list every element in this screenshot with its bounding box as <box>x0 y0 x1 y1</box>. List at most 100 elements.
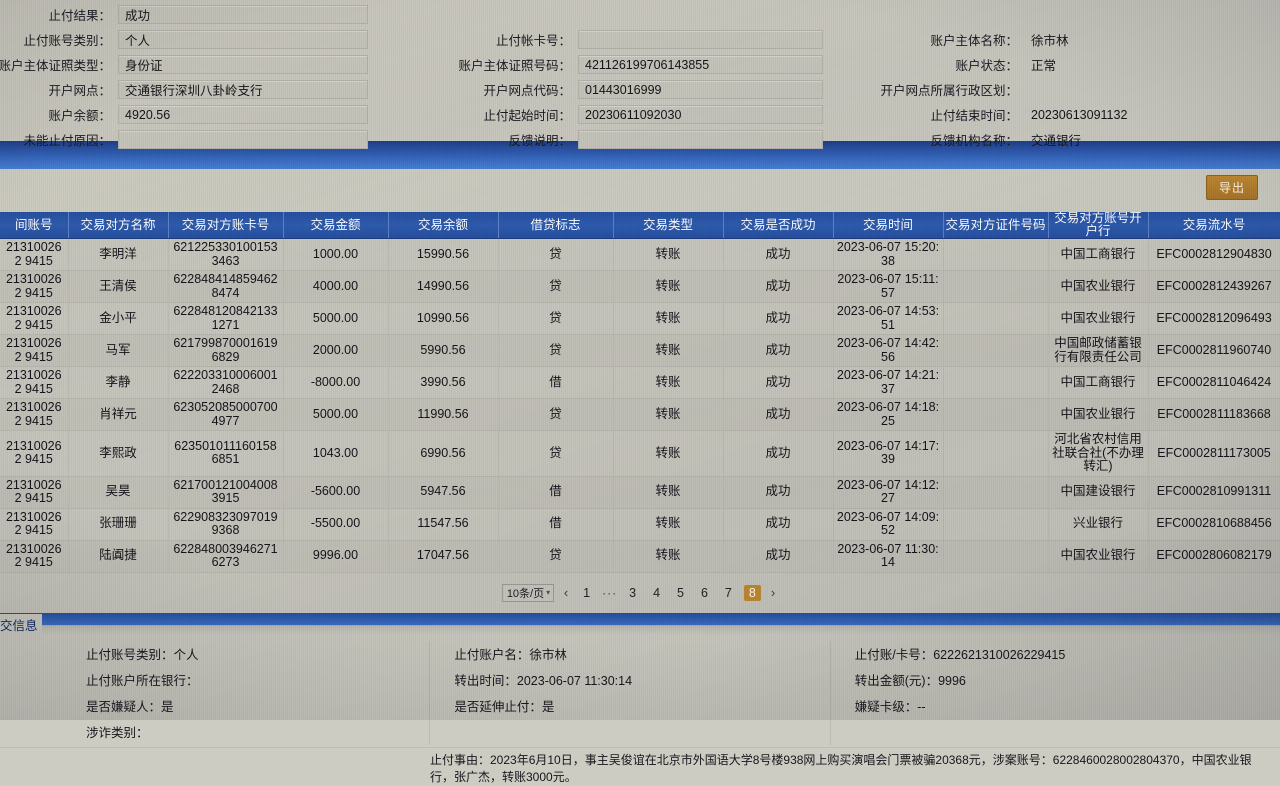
column-divider <box>429 640 431 745</box>
cell-id_no <box>943 540 1049 573</box>
form-field-value[interactable] <box>578 30 823 49</box>
table-header-1[interactable]: 交易对方名称 <box>68 212 169 239</box>
form-field-value[interactable]: 421126199706143855 <box>578 55 823 74</box>
table-row[interactable]: 213100262 9415 张珊珊 6229083230970199368 -550… <box>0 508 1280 541</box>
table-header-7[interactable]: 交易是否成功 <box>723 212 834 239</box>
form-field-value[interactable]: 个人 <box>118 30 368 49</box>
form-field-value[interactable]: 01443016999 <box>578 80 823 99</box>
form-field-label: 开户网点： <box>48 84 111 98</box>
cell-amount: 1000.00 <box>283 238 389 271</box>
table-row[interactable]: 213100262 9415 陆阗捷 6228480039462716273 9996… <box>0 540 1280 573</box>
cell-serial: EFC0002811960740 <box>1148 334 1280 367</box>
table-row[interactable]: 213100262 9415 李明洋 6212253301001533463 1000… <box>0 238 1280 271</box>
form-field-value[interactable]: 身份证 <box>118 55 368 74</box>
info-column-2: 止付账户名：徐市林 转出时间：2023-06-07 11:30:14 是否延伸止付：… <box>430 641 829 745</box>
cell-balance: 15990.56 <box>388 238 499 271</box>
cell-serial: EFC0002812096493 <box>1148 302 1280 335</box>
table-row[interactable]: 213100262 9415 王清侯 6228484148594628474 4000… <box>0 270 1280 303</box>
table-header-10[interactable]: 交易对方账号开户行 <box>1048 212 1149 239</box>
page-number-5[interactable]: 5 <box>677 585 684 600</box>
table-row[interactable]: 213100262 9415 李静 6222033100060012468 -8000… <box>0 366 1280 399</box>
table-row[interactable]: 213100262 9415 李熙政 6235010111601586851 1043… <box>0 430 1280 477</box>
table-row[interactable]: 213100262 9415 金小平 6228481208421331271 5000… <box>0 302 1280 335</box>
form-field-row: 止付帐卡号： <box>430 28 860 51</box>
form-field-value[interactable]: 交通银行深圳八卦岭支行 <box>118 80 368 99</box>
cell-amount: 9996.00 <box>283 540 389 573</box>
table-header-6[interactable]: 交易类型 <box>613 212 724 239</box>
export-button[interactable]: 导出 <box>1205 175 1258 200</box>
cell-account: 213100262 9415 <box>0 334 69 367</box>
page-number-6[interactable]: 6 <box>700 585 708 600</box>
table-header-11[interactable]: 交易流水号 <box>1148 212 1280 239</box>
form-field-label: 止付帐卡号： <box>495 34 571 48</box>
form-field-label: 账户状态： <box>955 59 1018 73</box>
cell-dc_flag: 贷 <box>498 238 614 271</box>
page-number-8[interactable]: 8 <box>743 584 761 601</box>
cell-balance: 5990.56 <box>388 334 499 367</box>
cell-id_no <box>943 302 1049 335</box>
cell-success: 成功 <box>723 398 834 431</box>
cell-txn_type: 转账 <box>613 366 724 399</box>
table-header-9[interactable]: 交易对方证件号码 <box>943 212 1049 239</box>
page-number-7[interactable]: 7 <box>724 585 732 600</box>
page-number-1[interactable]: 1 <box>583 585 591 600</box>
cell-txn_type: 转账 <box>613 508 724 541</box>
column-divider <box>829 640 831 745</box>
table-toolbar: 导出 <box>0 169 1280 212</box>
table-header-2[interactable]: 交易对方账卡号 <box>168 212 284 239</box>
form-field-value[interactable] <box>578 130 823 149</box>
table-row[interactable]: 213100262 9415 马军 6217998700016196829 2000.… <box>0 334 1280 367</box>
form-field-value[interactable]: 4920.56 <box>118 105 368 124</box>
form-field-row: 止付起始时间： 20230611092030 <box>430 103 860 126</box>
cell-bank: 中国农业银行 <box>1048 398 1149 431</box>
page-size-select[interactable]: 10条/页 ▾ <box>501 583 554 602</box>
form-field-row: 未能止付原因： <box>0 128 430 151</box>
next-page-button[interactable]: › <box>770 585 776 600</box>
cell-amount: 1043.00 <box>283 430 389 477</box>
form-field-row: 开户网点： 交通银行深圳八卦岭支行 <box>0 78 430 101</box>
reason-row: 止付事由：2023年6月10日，事主吴俊谊在北京市外国语大学8号楼938网上购买… <box>0 746 1280 786</box>
form-field-value[interactable]: 20230611092030 <box>578 105 823 124</box>
chevron-down-icon: ▾ <box>546 588 551 597</box>
cell-time: 2023-06-07 14:42:56 <box>833 334 944 367</box>
table-header-3[interactable]: 交易金额 <box>283 212 389 239</box>
cell-txn_type: 转账 <box>613 334 724 367</box>
prev-page-button[interactable]: ‹ <box>563 585 569 600</box>
reason-label-spacer <box>0 752 430 786</box>
form-column-3: 账户主体名称： 徐市林 账户状态： 正常 开户网点所属行政区划： 止付结束时间： 20230… <box>860 3 1280 151</box>
cell-amount: -5500.00 <box>283 508 389 541</box>
cell-account: 213100262 9415 <box>0 476 69 509</box>
form-field-value[interactable] <box>118 130 368 149</box>
page-number-3[interactable]: 3 <box>629 585 637 600</box>
cell-counterparty: 肖祥元 <box>68 398 169 431</box>
table-header-0[interactable]: 间账号 <box>0 212 69 239</box>
cell-account: 213100262 9415 <box>0 366 69 399</box>
cell-txn_type: 转账 <box>613 398 724 431</box>
cell-card: 6228480039462716273 <box>168 540 284 573</box>
form-field-row: 开户网点所属行政区划： <box>860 78 1280 101</box>
table-header-4[interactable]: 交易余额 <box>388 212 499 239</box>
cell-account: 213100262 9415 <box>0 238 69 271</box>
table-header-5[interactable]: 借贷标志 <box>498 212 614 239</box>
table-row[interactable]: 213100262 9415 肖祥元 6230520850007004977 5000… <box>0 398 1280 431</box>
form-field-row: 账户主体证照号码： 421126199706143855 <box>430 53 860 76</box>
form-field-value <box>578 5 823 24</box>
form-field-row: 账户主体名称： 徐市林 <box>860 28 1280 51</box>
cell-dc_flag: 贷 <box>498 398 614 431</box>
bottom-section-header: 交信息 <box>0 612 1280 635</box>
cell-time: 2023-06-07 14:21:37 <box>833 366 944 399</box>
cell-balance: 10990.56 <box>388 302 499 335</box>
page-number-4[interactable]: 4 <box>653 585 661 600</box>
form-field-value[interactable]: 成功 <box>118 5 368 24</box>
cell-card: 6222033100060012468 <box>168 366 284 399</box>
table-header-8[interactable]: 交易时间 <box>833 212 944 239</box>
cell-balance: 3990.56 <box>388 366 499 399</box>
form-field-row: 止付账号类别： 个人 <box>0 28 430 51</box>
table-row[interactable]: 213100262 9415 吴昊 6217001210040083915 -5600… <box>0 476 1280 509</box>
cell-card: 6228481208421331271 <box>168 302 284 335</box>
bottom-section-title: 交信息 <box>0 613 42 635</box>
cell-counterparty: 李明洋 <box>68 238 169 271</box>
pagination-bar: 10条/页 ▾ ‹ 1 ··· 3 4 5 6 7 8 › <box>0 572 1280 613</box>
cell-bank: 中国农业银行 <box>1048 540 1149 573</box>
cell-serial: EFC0002811173005 <box>1148 430 1280 477</box>
